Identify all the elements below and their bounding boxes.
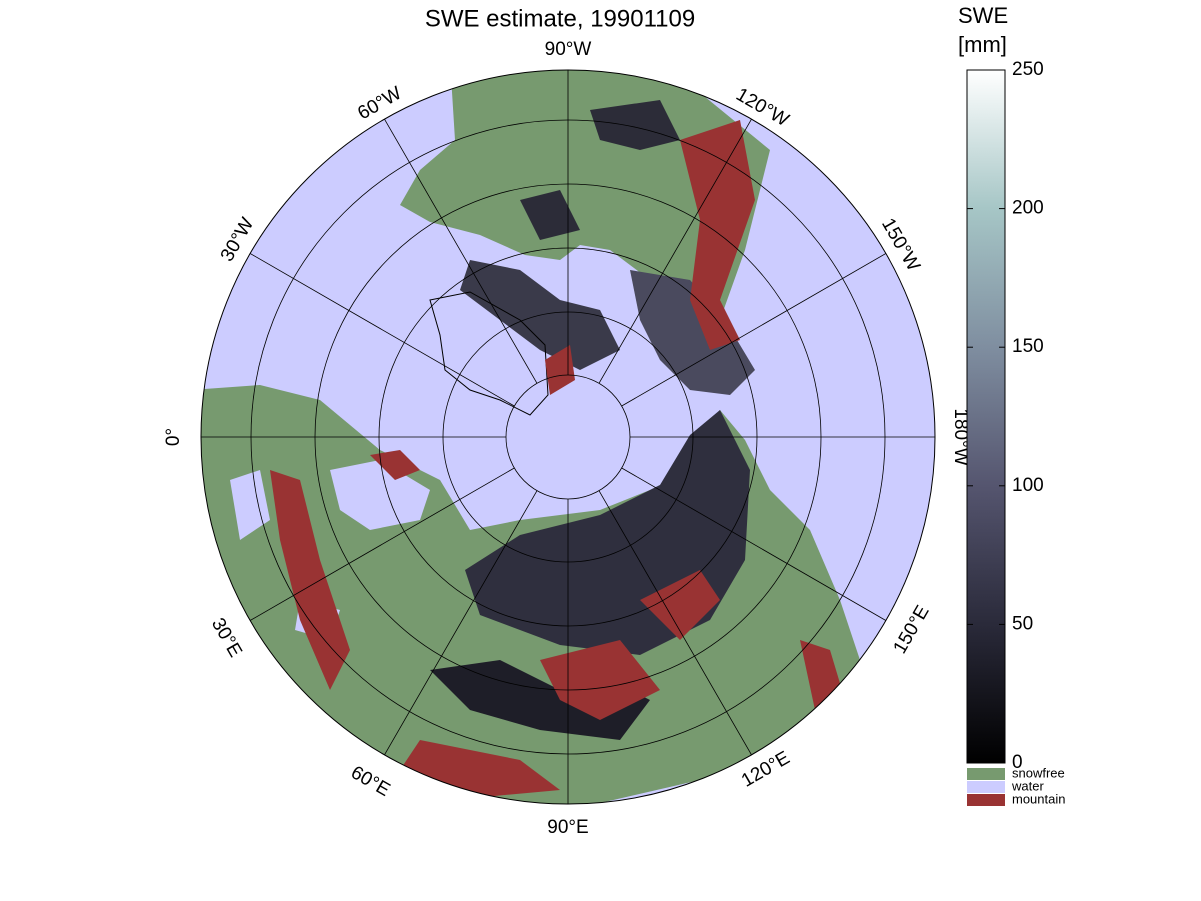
lon-label: 30°E [207, 615, 246, 661]
meridian [598, 490, 754, 758]
meridian [382, 490, 538, 758]
colorbar-tick-label: 250 [1012, 59, 1044, 80]
colorbar-tick-label: 50 [1012, 613, 1033, 634]
map [201, 70, 935, 804]
legend-swatch [967, 794, 1005, 806]
colorbar-tick-label: 150 [1012, 336, 1044, 357]
map-title: SWE estimate, 19901109 [425, 5, 695, 32]
meridian [598, 116, 754, 384]
mountains [270, 120, 845, 800]
lon-label: 60°E [347, 762, 393, 801]
meridian [247, 251, 515, 407]
colorbar-tick-label: 0 [1012, 752, 1023, 773]
legend-swatch [967, 768, 1005, 780]
north-america [400, 70, 770, 320]
lon-label: 90°W [545, 39, 592, 60]
lon-label: 90°E [547, 817, 588, 838]
europe-water [230, 460, 430, 640]
lon-label: 0° [163, 428, 184, 446]
colorbar-tick-label: 100 [1012, 475, 1044, 496]
meridian [382, 116, 538, 384]
map-frame [200, 69, 936, 805]
colorbar-axis: 0 50 100 150 200 250 [967, 59, 1044, 773]
na-snow [520, 100, 680, 240]
colorbar-title: SWE [958, 3, 1008, 28]
legend-swatch [967, 781, 1005, 793]
meridian [247, 467, 515, 623]
colorbar-tick-label: 200 [1012, 198, 1044, 219]
graticule [201, 70, 935, 804]
asia-snow [430, 660, 650, 740]
meridian [621, 467, 889, 623]
legend-label: snowfree [1012, 765, 1065, 780]
colorbar-title: [mm] [958, 32, 1007, 57]
legend-label: mountain [1012, 791, 1065, 806]
greenland [429, 291, 549, 416]
meridian [621, 251, 889, 407]
lon-label: 180°W [950, 408, 971, 465]
colorbar [966, 69, 1006, 764]
legend-label: water [1011, 778, 1044, 793]
alaska-snow [630, 270, 755, 395]
lon-label: 150°E [889, 602, 933, 658]
